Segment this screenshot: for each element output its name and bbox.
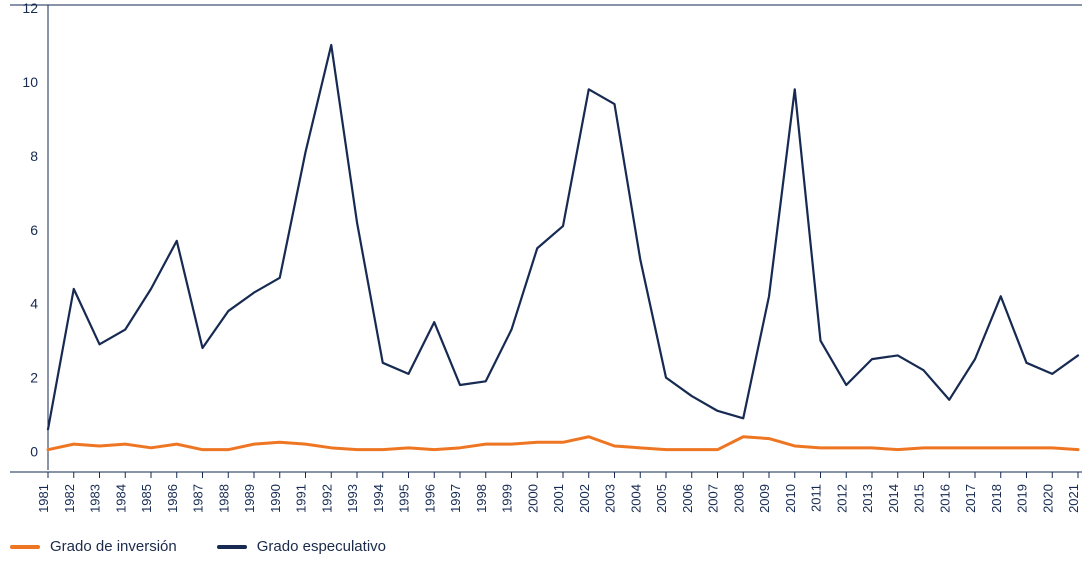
- x-tick-label: 1999: [500, 484, 515, 513]
- x-tick-label: 2005: [654, 484, 669, 513]
- x-tick-label: 2013: [860, 484, 875, 513]
- x-tick-label: 1991: [294, 484, 309, 513]
- x-tick-label: 2007: [706, 484, 721, 513]
- legend-label-inversion: Grado de inversión: [50, 538, 177, 555]
- y-tick-label: 6: [30, 222, 38, 238]
- x-tick-label: 2017: [963, 484, 978, 513]
- x-tick-label: 1994: [371, 484, 386, 513]
- x-tick-label: 2006: [680, 484, 695, 513]
- x-tick-label: 1982: [62, 484, 77, 513]
- x-tick-label: 2021: [1066, 484, 1081, 513]
- x-tick-label: 2011: [809, 484, 824, 512]
- x-tick-label: 1988: [216, 484, 231, 513]
- x-tick-label: 1983: [88, 484, 103, 513]
- series-line-especulativo: [48, 45, 1078, 429]
- x-tick-label: 2018: [989, 484, 1004, 513]
- x-tick-label: 1981: [36, 484, 51, 513]
- y-tick-label: 8: [30, 148, 38, 164]
- x-tick-label: 1992: [319, 484, 334, 513]
- y-tick-label: 12: [22, 0, 38, 16]
- x-tick-label: 1990: [268, 484, 283, 513]
- x-tick-label: 1997: [448, 484, 463, 513]
- x-tick-label: 2004: [628, 484, 643, 513]
- x-tick-label: 1984: [113, 484, 128, 513]
- x-tick-label: 2020: [1040, 484, 1055, 513]
- x-tick-label: 2002: [577, 484, 592, 513]
- y-tick-label: 10: [22, 74, 38, 90]
- x-tick-label: 2012: [834, 484, 849, 513]
- x-tick-label: 1987: [191, 484, 206, 513]
- x-tick-label: 2001: [551, 484, 566, 513]
- x-tick-label: 1995: [397, 484, 412, 513]
- x-tick-label: 1998: [474, 484, 489, 513]
- x-tick-label: 2014: [886, 484, 901, 513]
- legend-swatch-inversion: [10, 545, 40, 549]
- x-tick-label: 1993: [345, 484, 360, 513]
- line-chart: 0 2 4 6 8 10 12 1981 1982 1983 1984 1985 1986 1987 198…: [0, 0, 1086, 567]
- x-tick-label: 2016: [937, 484, 952, 513]
- legend-item-especulativo: Grado especulativo: [217, 538, 386, 555]
- chart-legend: Grado de inversión Grado especulativo: [10, 538, 386, 555]
- x-tick-label: 2019: [1015, 484, 1030, 513]
- y-tick-label: 2: [30, 370, 38, 386]
- y-tick-label: 4: [30, 296, 38, 312]
- series-line-inversion: [48, 437, 1078, 450]
- x-tick-label: 2010: [783, 484, 798, 513]
- x-tick-label: 2003: [603, 484, 618, 513]
- legend-item-inversion: Grado de inversión: [10, 538, 177, 555]
- x-tick-label: 2008: [731, 484, 746, 513]
- legend-swatch-especulativo: [217, 545, 247, 549]
- x-tick-label: 2000: [525, 484, 540, 513]
- x-tick-label: 1996: [422, 484, 437, 513]
- x-tick-label: 2015: [912, 484, 927, 513]
- legend-label-especulativo: Grado especulativo: [257, 538, 386, 555]
- x-tick-label: 2009: [757, 484, 772, 513]
- chart-canvas: 0 2 4 6 8 10 12 1981 1982 1983 1984 1985 1986 1987 198…: [0, 0, 1086, 567]
- x-tick-label: 1989: [242, 484, 257, 513]
- y-tick-label: 0: [30, 444, 38, 460]
- x-tick-label: 1985: [139, 484, 154, 513]
- x-tick-label: 1986: [165, 484, 180, 513]
